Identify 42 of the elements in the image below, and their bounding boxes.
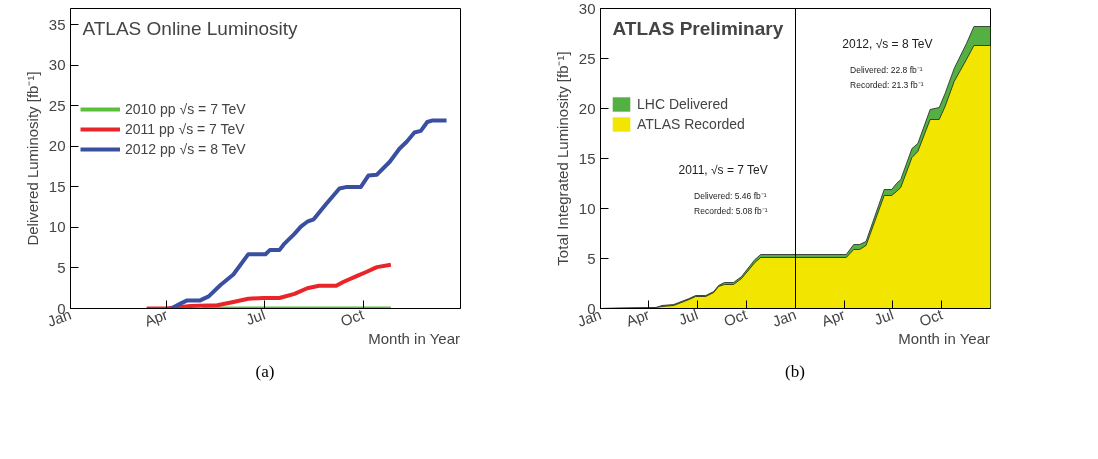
x-tick-label: Oct bbox=[721, 305, 751, 330]
x-tick-label: Oct bbox=[338, 305, 367, 330]
x-tick-label: Apr bbox=[819, 305, 848, 330]
y-tick-label: 5 bbox=[587, 249, 596, 267]
y-axis-title: Delivered Luminosity [fb⁻¹] bbox=[23, 71, 41, 246]
annotation: Recorded: 21.3 fb⁻¹ bbox=[850, 79, 924, 90]
legend-label: LHC Delivered bbox=[637, 96, 729, 112]
x-tick-label: Jul bbox=[871, 305, 896, 329]
y-tick-label: 35 bbox=[48, 15, 66, 33]
legend-label: ATLAS Recorded bbox=[637, 116, 745, 132]
y-tick-label: 30 bbox=[578, 0, 596, 17]
x-tick-label: Apr bbox=[142, 305, 170, 330]
y-tick-label: 5 bbox=[57, 258, 66, 276]
text: (a) bbox=[255, 361, 275, 383]
text: ATLAS Online Luminosity bbox=[82, 17, 299, 39]
y-tick-label: 25 bbox=[48, 96, 66, 114]
x-axis-title: Month in Year bbox=[898, 329, 990, 349]
y-tick-label: 15 bbox=[578, 149, 596, 167]
text: ATLAS Preliminary bbox=[612, 17, 784, 39]
text: (b) bbox=[785, 361, 805, 383]
x-tick-label: Apr bbox=[623, 305, 652, 330]
y-axis-title: Total Integrated Luminosity [fb⁻¹] bbox=[553, 51, 571, 266]
y-tick-label: 30 bbox=[48, 56, 66, 74]
x-tick-label: Oct bbox=[917, 305, 946, 330]
annotation: Delivered: 22.8 fb⁻¹ bbox=[850, 64, 923, 75]
x-tick-label: Jul bbox=[676, 305, 701, 329]
annotation: Recorded: 5.08 fb⁻¹ bbox=[694, 205, 768, 216]
y-tick-label: 15 bbox=[48, 177, 66, 195]
y-tick-label: 10 bbox=[48, 218, 66, 236]
y-tick-label: 25 bbox=[578, 49, 596, 67]
y-tick-label: 20 bbox=[48, 137, 66, 155]
annotation: Delivered: 5.46 fb⁻¹ bbox=[694, 190, 767, 201]
annotation: 2011, √s = 7 TeV bbox=[678, 162, 768, 177]
y-tick-label: 20 bbox=[578, 99, 596, 117]
legend-label: 2011 pp √s = 7 TeV bbox=[125, 121, 245, 137]
x-axis-title: Month in Year bbox=[368, 329, 460, 349]
annotation: 2012, √s = 8 TeV bbox=[842, 36, 933, 51]
y-tick-label: 10 bbox=[578, 199, 596, 217]
legend-label: 2010 pp √s = 7 TeV bbox=[125, 101, 246, 117]
legend-label: 2012 pp √s = 8 TeV bbox=[125, 141, 246, 157]
x-tick-label: Jan bbox=[769, 305, 799, 330]
x-tick-label: Jul bbox=[243, 305, 268, 329]
